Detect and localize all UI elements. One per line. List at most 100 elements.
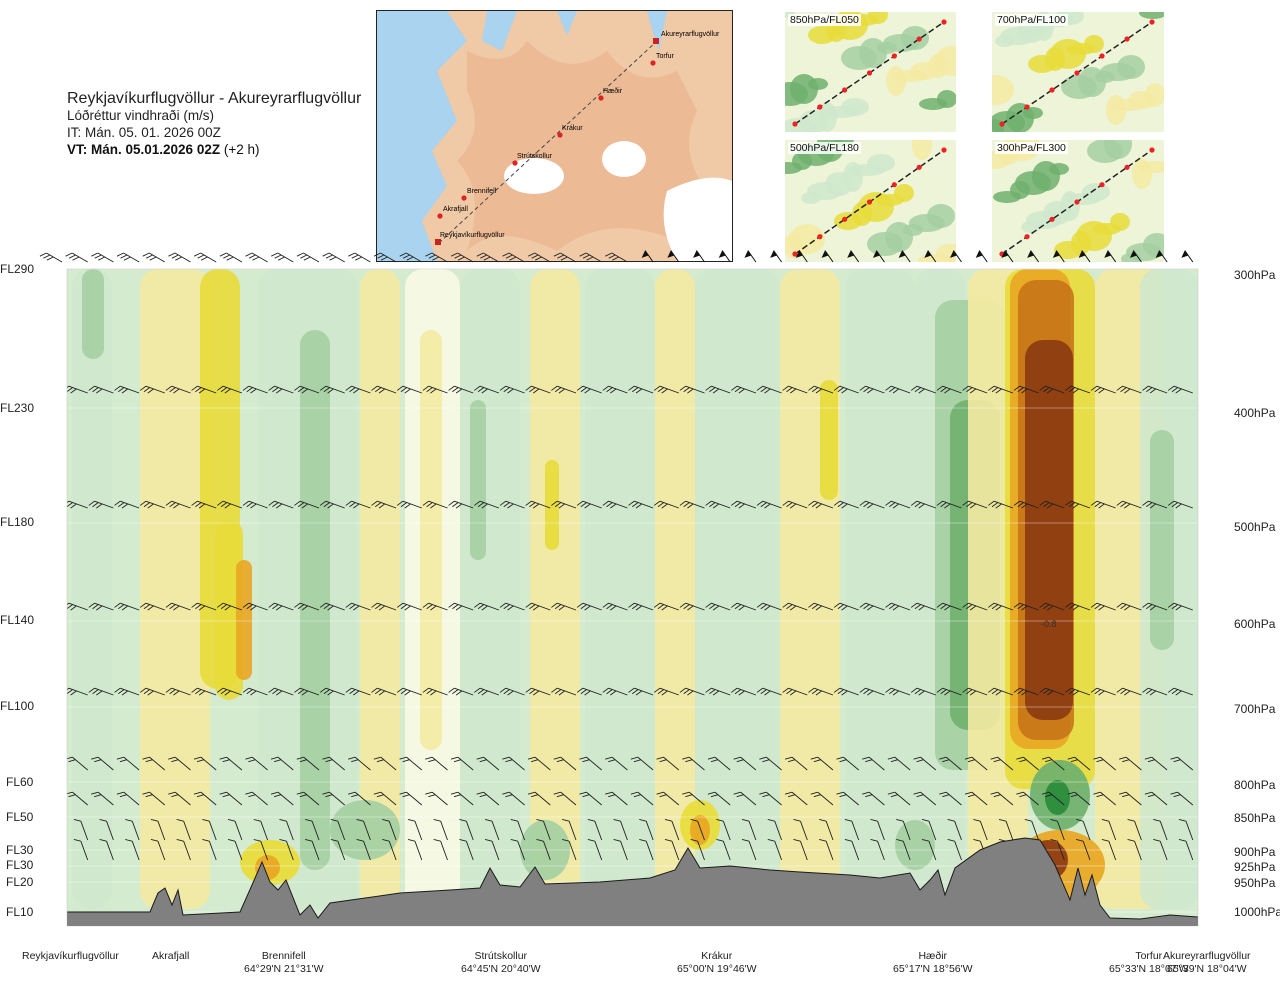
wind-barb-187 xyxy=(219,756,243,771)
wind-barb-287 xyxy=(484,819,500,841)
panel-waypoint-5 xyxy=(1124,164,1130,170)
panel-blob-25 xyxy=(841,98,869,116)
wind-barb-46 xyxy=(67,500,88,509)
top-wind-barb-26 xyxy=(718,250,731,263)
wind-barb-172 xyxy=(988,687,1014,696)
top-wind-barb-7 xyxy=(219,252,243,263)
map-label-1: Akrafjall xyxy=(443,206,468,213)
wind-barb-356 xyxy=(1101,839,1117,861)
wind-barb-205 xyxy=(682,756,705,771)
station-torfur: Torfur 65°33'N 18°07'W xyxy=(1109,950,1189,976)
wind-barb-206 xyxy=(707,756,731,771)
wind-barb-250 xyxy=(682,791,705,806)
route-title: Reykjavíkurflugvöllur - Akureyrarflugvöl… xyxy=(67,90,362,107)
wind-barb-283 xyxy=(382,819,397,841)
fl-tick-180: FL180 xyxy=(0,515,35,529)
wind-barb-26 xyxy=(705,385,731,394)
wind-barb-266 xyxy=(1093,791,1116,806)
wind-barb-3 xyxy=(114,385,140,394)
wind-barb-214 xyxy=(913,756,937,771)
wind-barb-251 xyxy=(707,791,731,806)
wind-barb-121 xyxy=(833,602,859,611)
top-wind-barb-25 xyxy=(693,250,705,263)
wind-barb-229 xyxy=(142,791,166,806)
wind-barb-135 xyxy=(37,687,62,697)
wind-barb-260 xyxy=(939,791,962,806)
top-wind-barb-12 xyxy=(348,252,371,263)
wind-barb-240 xyxy=(425,791,448,806)
top-wind-barb-36 xyxy=(975,250,988,263)
panel-blob-23 xyxy=(789,224,825,254)
panel-blob-9 xyxy=(937,90,956,108)
wind-barb-288 xyxy=(510,819,526,841)
wind-barb-11 xyxy=(319,385,345,394)
wind-barb-22 xyxy=(602,385,628,394)
top-wind-barb-43 xyxy=(1155,250,1168,263)
wind-barb-224 xyxy=(1170,756,1194,771)
wind-barb-127 xyxy=(988,602,1014,611)
wind-barb-91 xyxy=(67,602,88,611)
wind-barb-298 xyxy=(767,819,783,841)
wind-barb-166 xyxy=(833,687,859,696)
wind-barb-242 xyxy=(476,791,500,806)
wind-barb-357 xyxy=(1127,839,1142,861)
wind-barb-98 xyxy=(242,602,268,611)
field-cell-10 xyxy=(420,330,442,750)
wind-barb-225 xyxy=(40,790,62,805)
wind-barb-195 xyxy=(425,756,448,771)
wind-barb-204 xyxy=(656,756,680,771)
level-panel-850: 850hPa/FL050 xyxy=(785,12,956,132)
wind-barb-18 xyxy=(499,385,525,394)
panel-blob-18 xyxy=(1145,83,1164,107)
wind-barb-197 xyxy=(476,756,500,771)
wind-barb-231 xyxy=(193,791,217,806)
wind-barb-319 xyxy=(150,839,166,861)
wind-barb-227 xyxy=(91,791,114,806)
top-wind-barb-17 xyxy=(476,252,500,263)
map-label-2: Brennifell xyxy=(467,188,497,195)
hpa-tick-500: 500hPa xyxy=(1234,520,1276,534)
level-panel-500: 500hPa/FL180 xyxy=(785,140,956,262)
wind-barb-327 xyxy=(356,839,371,861)
field-cell-28 xyxy=(1025,340,1073,720)
wind-barb-37 xyxy=(988,385,1014,394)
wind-barb-94 xyxy=(139,602,165,611)
wind-barb-122 xyxy=(859,602,885,611)
title-block: Reykjavíkurflugvöllur - Akureyrarflugvöl… xyxy=(67,90,361,158)
wind-barb-312 xyxy=(1127,819,1142,841)
wind-barb-220 xyxy=(1067,756,1091,771)
wind-barb-216 xyxy=(964,756,988,771)
panel-waypoint-6 xyxy=(941,19,947,25)
wind-barb-259 xyxy=(913,791,937,806)
wind-barb-358 xyxy=(1153,839,1168,861)
wind-barb-93 xyxy=(114,602,140,611)
station-name: Akrafjall xyxy=(152,950,190,962)
wind-barb-88 xyxy=(1142,500,1168,509)
wind-barb-100 xyxy=(294,602,320,611)
wind-barb-32 xyxy=(859,385,885,394)
wind-barb-152 xyxy=(474,687,500,696)
wind-barb-354 xyxy=(1050,839,1065,861)
wind-barb-179 xyxy=(1167,687,1193,696)
wind-barb-72 xyxy=(731,500,757,509)
panel-waypoint-4 xyxy=(891,53,897,59)
wind-barb-123 xyxy=(885,602,911,611)
wind-barb-203 xyxy=(630,756,654,771)
wind-barb-83 xyxy=(1013,500,1039,509)
overview-map: Reykjavíkurflugvöllur Akrafjall Brennife… xyxy=(376,10,733,262)
wind-barb-232 xyxy=(219,791,243,806)
wind-barb-133 xyxy=(1142,602,1168,611)
wind-barb-344 xyxy=(793,839,808,861)
wind-barb-258 xyxy=(887,791,911,806)
wind-barb-264 xyxy=(1041,791,1065,806)
wind-barb-67 xyxy=(602,500,628,509)
wind-barb-35 xyxy=(936,385,962,394)
wind-barb-44 xyxy=(1167,385,1193,394)
wind-barb-256 xyxy=(836,791,859,806)
wind-barb-267 xyxy=(1119,791,1142,806)
station-coords: 64°29'N 21°31'W xyxy=(244,963,324,975)
panel-waypoint-4 xyxy=(1099,53,1105,59)
wind-barb-228 xyxy=(116,791,140,806)
wind-barb-301 xyxy=(844,819,860,841)
top-wind-barb-27 xyxy=(744,250,757,263)
